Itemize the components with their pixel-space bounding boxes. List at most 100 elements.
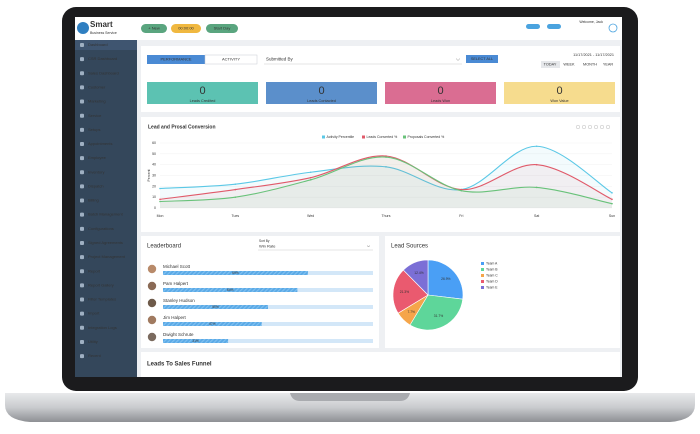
kpi-label: Leads Won	[431, 99, 450, 103]
legend-label: Leads Converted %	[367, 135, 398, 139]
chart-title: Lead and Prosal Conversion	[148, 124, 216, 130]
kpi-value: 0	[318, 85, 324, 97]
point	[159, 198, 161, 201]
tab[interactable]	[204, 54, 258, 65]
sidebar-item[interactable]: Inventory	[88, 169, 104, 174]
slice-label: 7.7%	[407, 310, 415, 314]
new-button[interactable]	[141, 24, 167, 33]
sidebar-item[interactable]: Signed Agreements	[88, 240, 123, 245]
sidebar-item[interactable]: Import	[88, 311, 100, 316]
x-tick-label: Thurs	[382, 214, 391, 218]
sidebar-icon	[80, 71, 84, 76]
date-range[interactable]: 11/17/2021 - 11/17/2021	[573, 53, 614, 57]
pie-slice[interactable]	[409, 294, 464, 331]
sidebar-item[interactable]: Filter Templates	[88, 297, 116, 302]
funnel-panel	[141, 352, 620, 377]
legend-swatch	[481, 268, 484, 271]
period[interactable]: YEAR	[603, 63, 614, 67]
x-tick-label: Mon	[157, 214, 164, 218]
sidebar-item[interactable]: Project Management	[88, 254, 126, 259]
sidebar-item[interactable]: Customer	[88, 84, 106, 89]
sidebar-item[interactable]: Recent	[88, 353, 102, 358]
legend-label: Team D	[486, 280, 498, 284]
sidebar-item[interactable]: Marketing	[88, 99, 106, 104]
sidebar-item[interactable]: CSR Dashboard	[88, 56, 117, 61]
point	[535, 163, 538, 166]
period[interactable]: MONTH	[583, 63, 597, 67]
sidebar-icon	[80, 57, 84, 62]
toolbar-icon[interactable]	[605, 124, 611, 130]
sidebar-item[interactable]: Configurations	[88, 226, 114, 231]
sidebar-icon	[80, 354, 84, 359]
status-pill[interactable]	[526, 24, 540, 29]
tab-label[interactable]: PERFORMANCE	[160, 57, 191, 62]
logo-icon	[77, 22, 89, 34]
toolbar-icon[interactable]	[581, 124, 587, 130]
start-day-label[interactable]: Start Day	[214, 26, 231, 31]
sidebar-icon	[80, 240, 84, 245]
bar-label: 47%	[209, 322, 216, 326]
sidebar-icon	[80, 283, 84, 288]
status-pill[interactable]	[547, 24, 561, 29]
point	[234, 183, 237, 185]
period[interactable]: WEEK	[563, 63, 575, 67]
logo-title: Smart	[90, 20, 113, 29]
sidebar-item[interactable]: Report Gallery	[88, 282, 114, 287]
tab-label[interactable]: ACTIVITY	[222, 57, 240, 62]
sidebar-item[interactable]: Report	[88, 268, 101, 273]
point	[309, 176, 312, 179]
user-name[interactable]: Welcome, Jack	[579, 20, 603, 24]
toolbar-icon[interactable]	[593, 124, 599, 130]
point	[611, 192, 613, 194]
sidebar-item[interactable]: Service	[88, 113, 102, 118]
bar-label: 64%	[227, 288, 234, 292]
help-icon[interactable]	[608, 23, 618, 33]
sidebar-item[interactable]: Dashboard	[88, 42, 108, 47]
submitted-by[interactable]: Submitted By	[266, 57, 294, 62]
pie-slice[interactable]	[402, 259, 429, 296]
sidebar-icon	[80, 156, 84, 161]
sidebar-item[interactable]: Employee	[88, 155, 107, 160]
sidebar-active	[75, 40, 137, 50]
period[interactable]: TODAY	[544, 63, 557, 67]
sort-value[interactable]: Win Rate	[259, 244, 276, 249]
topbar	[75, 17, 622, 40]
leader-name: Dwight Schrute	[163, 332, 194, 337]
toolbar-icon[interactable]	[575, 124, 581, 130]
select-all-label[interactable]: SELECT ALL	[471, 57, 493, 61]
x-tick-label: Fri	[459, 214, 463, 218]
logo-subtitle: Business Service	[90, 31, 117, 35]
tab-active[interactable]	[147, 55, 205, 64]
sidebar-icon	[80, 99, 84, 104]
kpi-card	[504, 82, 615, 104]
sidebar-item[interactable]: Appointments	[88, 141, 112, 146]
sidebar-item[interactable]: Dispatch	[88, 183, 104, 188]
kpi-card	[147, 82, 258, 104]
toolbar-icon[interactable]	[599, 124, 605, 130]
sidebar-icon	[80, 127, 84, 132]
logo-area	[75, 17, 137, 40]
pie-slice[interactable]	[427, 259, 464, 300]
sidebar-item[interactable]: Batch Management	[88, 212, 124, 217]
laptop-base	[5, 393, 695, 422]
sidebar-icon	[80, 198, 84, 203]
new-button-label[interactable]: + New	[148, 26, 160, 31]
period-active[interactable]	[541, 61, 560, 68]
toolbar-icon[interactable]	[587, 124, 593, 130]
pie-slice[interactable]	[392, 269, 429, 314]
sidebar-item[interactable]: Billing	[88, 198, 99, 203]
point	[309, 171, 312, 174]
sidebar-item[interactable]: Integration Logs	[88, 325, 117, 330]
x-tick-label: Sat	[534, 214, 539, 218]
sidebar-item[interactable]: Setups	[88, 127, 100, 132]
sidebar-item[interactable]: Utility	[88, 339, 98, 344]
start-day-button[interactable]	[206, 24, 238, 33]
sidebar-item[interactable]: Sales Dashboard	[88, 70, 119, 75]
avatar	[147, 315, 157, 325]
point	[385, 166, 387, 168]
kpi-card	[385, 82, 496, 104]
sidebar-icon	[80, 311, 84, 316]
select-all-button[interactable]	[466, 55, 498, 63]
sidebar-icon	[80, 184, 84, 189]
